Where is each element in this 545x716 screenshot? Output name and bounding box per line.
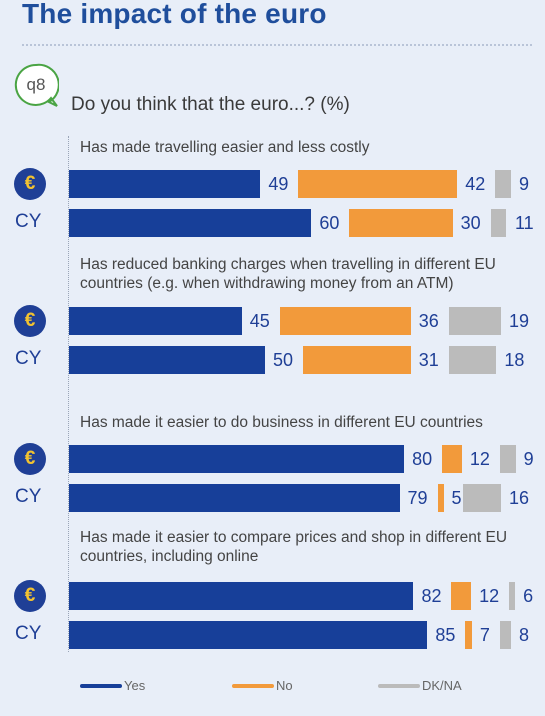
value-label-dk: 16 [508, 488, 529, 508]
bar-no [349, 209, 453, 237]
euro-coin-icon: € [14, 443, 46, 475]
value-label-yes: 85 [435, 625, 456, 645]
chart-axis-line [68, 136, 69, 652]
value-label-no: 31 [418, 350, 439, 370]
question-code: q8 [27, 75, 46, 94]
value-label-yes: 82 [421, 586, 442, 606]
euro-coin-icon: € [14, 168, 46, 200]
bar-yes [69, 445, 405, 473]
bar-yes [69, 582, 414, 610]
bar-yes [69, 621, 428, 649]
bar-yes [69, 170, 261, 198]
legend-swatch-no [232, 684, 274, 688]
legend-label-dk: DK/NA [422, 678, 462, 693]
value-label-dk: 19 [508, 311, 529, 331]
legend-swatch-yes [80, 684, 122, 688]
legend-label-no: No [276, 678, 293, 693]
bar-dk [490, 209, 506, 237]
speech-bubble-icon: q8 [14, 63, 59, 107]
value-label-yes: 45 [249, 311, 270, 331]
bar-dk [448, 307, 501, 335]
question-label: Has made it easier to do business in dif… [80, 414, 483, 431]
value-label-no: 36 [418, 311, 439, 331]
bar-no [303, 346, 411, 374]
value-label-dk: 9 [518, 174, 529, 194]
value-label-no: 42 [465, 174, 486, 194]
bar-no [437, 484, 444, 512]
page-title: The impact of the euro [22, 0, 327, 29]
legend-swatch-dk [378, 684, 420, 688]
title-divider [22, 44, 532, 46]
bar-no [279, 307, 411, 335]
bar-dk [495, 170, 511, 198]
value-label-dk: 18 [504, 350, 525, 370]
bar-yes [69, 346, 265, 374]
value-label-dk: 8 [518, 625, 529, 645]
value-label-dk: 11 [514, 213, 534, 233]
question-label: Has made it easier to compare prices and… [80, 529, 508, 565]
euro-coin-icon: € [14, 305, 46, 337]
value-label-yes: 79 [407, 488, 428, 508]
bar-dk [509, 582, 516, 610]
value-label-no: 12 [479, 586, 500, 606]
value-label-yes: 50 [272, 350, 293, 370]
bar-no [298, 170, 458, 198]
bar-dk [448, 346, 497, 374]
value-label-dk: 6 [523, 586, 534, 606]
bar-yes [69, 209, 312, 237]
value-label-dk: 9 [523, 449, 534, 469]
question-text: Do you think that the euro...? (%) [71, 94, 350, 115]
question-label: Has made travelling easier and less cost… [80, 139, 370, 156]
bar-no [442, 445, 462, 473]
country-label: CY [15, 348, 42, 369]
value-label-no: 12 [469, 449, 490, 469]
bar-dk [499, 445, 516, 473]
country-label: CY [15, 211, 42, 232]
country-label: CY [15, 486, 42, 507]
euro-coin-icon: € [14, 580, 46, 612]
value-label-yes: 60 [319, 213, 340, 233]
value-label-no: 5 [451, 488, 462, 508]
bar-yes [69, 307, 242, 335]
value-label-yes: 49 [268, 174, 289, 194]
bar-no [451, 582, 472, 610]
bar-dk [499, 621, 511, 649]
value-label-no: 7 [479, 625, 490, 645]
bar-no [465, 621, 472, 649]
legend-label-yes: Yes [124, 678, 146, 693]
bar-dk [462, 484, 501, 512]
value-label-yes: 80 [412, 449, 433, 469]
question-label: Has reduced banking charges when travell… [80, 256, 496, 292]
bar-yes [69, 484, 400, 512]
country-label: CY [15, 623, 42, 644]
value-label-no: 30 [460, 213, 481, 233]
